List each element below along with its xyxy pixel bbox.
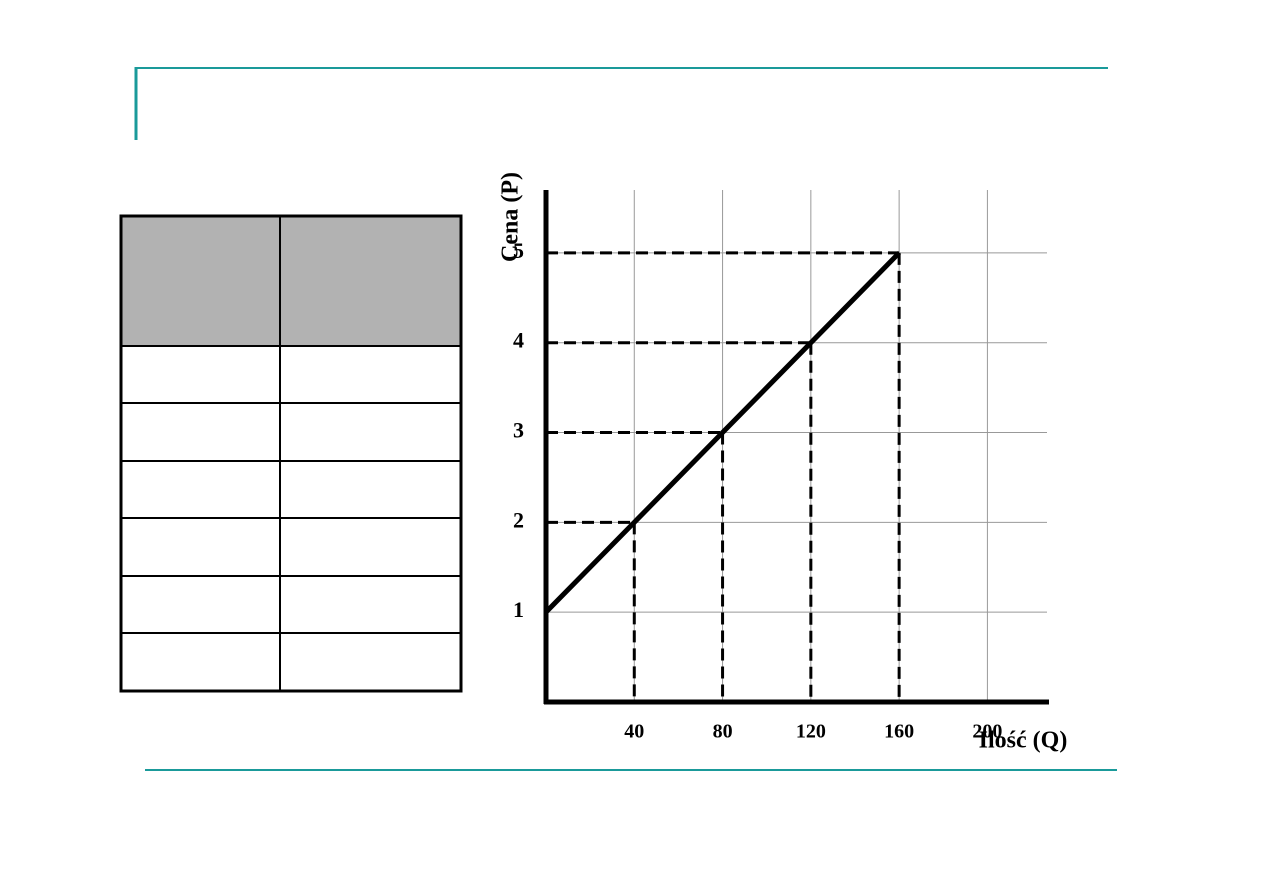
- y-tick-label: 3: [513, 418, 524, 443]
- chart: 1 2 3 4 5 40 80 120 160 200 Cena (P) Ilość (Q): [498, 172, 1068, 754]
- table-border: [119, 214, 463, 693]
- x-tick-label: 120: [796, 721, 826, 743]
- x-tick-label: 80: [713, 721, 733, 743]
- y-tick-label: 4: [513, 328, 524, 353]
- y-tick-label: 1: [513, 597, 524, 622]
- x-tick-label: 200: [972, 721, 1002, 743]
- x-tick-label: 40: [624, 721, 644, 743]
- x-axis-title: Ilość (Q): [979, 728, 1068, 754]
- y-tick-label: 2: [513, 507, 524, 532]
- table: [119, 214, 463, 693]
- y-tick-label: 5: [513, 238, 524, 263]
- data-line: [544, 251, 901, 614]
- table-header: [121, 216, 461, 346]
- x-tick-label: 160: [884, 721, 914, 743]
- y-axis-title: Cena (P): [498, 172, 524, 262]
